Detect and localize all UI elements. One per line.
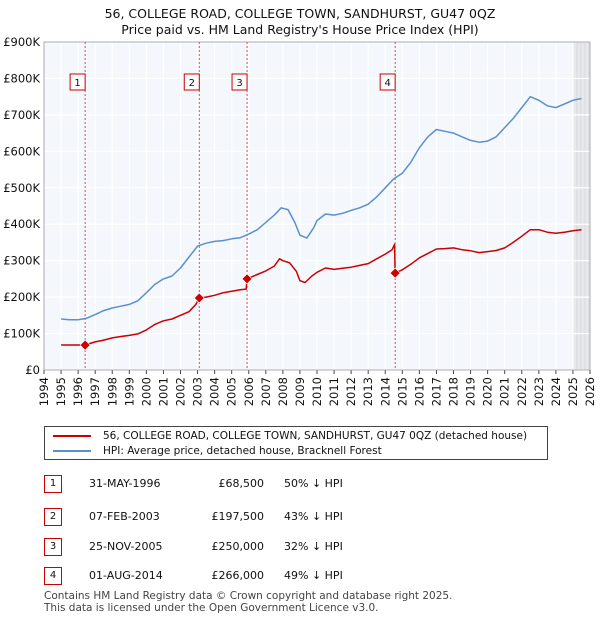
footer-copyright: Contains HM Land Registry data © Crown c… [44,590,453,602]
x-tick-label: 2012 [344,377,358,406]
x-tick-label: 1999 [122,377,136,406]
sale-price: £250,000 [211,540,265,553]
legend-line-hpi [53,450,91,452]
sale-date: 01-AUG-2014 [89,569,163,582]
x-tick-label: 2009 [293,377,307,406]
sale-badge [69,73,86,91]
x-tick-label: 1996 [71,377,85,406]
x-tick-label: 2013 [361,377,375,406]
legend-item-hpi: HPI: Average price, detached house, Brac… [53,444,382,458]
sale-badge: 2 [44,508,62,526]
sale-badge-label: 2 [189,78,195,89]
y-tick-label: £100K [3,327,40,341]
x-tick-label: 1994 [37,377,51,406]
x-tick-label: 1998 [105,377,119,406]
legend: 56, COLLEGE ROAD, COLLEGE TOWN, SANDHURS… [44,426,548,460]
sale-badge: 1 [44,475,62,493]
x-tick-label: 1997 [88,377,102,406]
sale-point [79,339,91,351]
x-tick-label: 2004 [208,377,222,406]
x-tick-label: 2014 [378,377,392,406]
x-tick-label: 2010 [310,377,324,406]
y-tick-label: £900K [3,35,40,49]
plot-frame [43,41,591,371]
x-tick-label: 2003 [191,377,205,406]
sale-badge: 3 [44,538,62,556]
x-tick-label: 2025 [566,377,580,406]
x-tick-label: 2015 [395,377,409,406]
chart-subtitle: Price paid vs. HM Land Registry's House … [121,22,479,37]
y-tick-label: £800K [3,71,40,85]
sale-badge [183,73,200,91]
x-tick-label: 2016 [412,377,426,406]
y-tick-label: £200K [3,290,40,304]
x-tick-label: 2020 [481,377,495,406]
x-tick-label: 2007 [259,377,273,406]
forecast-region [572,42,590,370]
y-tick-label: £600K [3,144,40,158]
series-line [61,95,582,321]
y-tick-label: £400K [3,217,40,231]
sale-point [193,292,205,304]
price-chart: £0 £100K £200K £300K £400K £500K £600K £700K £80… [3,35,597,406]
y-tick-label: £0 [25,363,40,377]
x-tick-label: 2026 [583,377,597,406]
sale-badge: 4 [44,567,62,585]
x-tick-label: 2022 [515,377,529,406]
x-tick-label: 2023 [532,377,546,406]
sale-price: £197,500 [211,510,265,523]
legend-label-hpi: HPI: Average price, detached house, Brac… [103,445,382,457]
y-tick-label: £300K [3,254,40,268]
legend-label-property: 56, COLLEGE ROAD, COLLEGE TOWN, SANDHURS… [103,430,528,442]
chart-title: 56, COLLEGE ROAD, COLLEGE TOWN, SANDHURS… [104,6,496,21]
x-tick-label: 2021 [498,377,512,406]
legend-item-property: 56, COLLEGE ROAD, COLLEGE TOWN, SANDHURS… [53,429,527,443]
sale-hpi-note: 50% ↓ HPI [284,477,343,490]
sale-price: £68,500 [218,477,265,490]
series-line [61,228,582,346]
x-tick-label: 2000 [139,377,153,406]
sale-badge [231,73,248,91]
sale-date: 07-FEB-2003 [89,510,160,523]
sale-point [389,267,401,279]
sale-price: £266,000 [211,569,265,582]
sale-hpi-note: 49% ↓ HPI [284,569,343,582]
sale-date: 25-NOV-2005 [89,540,163,553]
sale-hpi-note: 32% ↓ HPI [284,540,343,553]
x-tick-label: 2006 [242,377,256,406]
sale-hpi-note: 43% ↓ HPI [284,510,343,523]
sale-badge-label: 1 [74,78,80,89]
x-tick-label: 2002 [174,377,188,406]
x-tick-label: 2008 [276,377,290,406]
x-tick-label: 2011 [327,377,341,406]
x-tick-label: 2005 [225,377,239,406]
sale-badge [379,73,396,91]
x-tick-label: 2017 [429,377,443,406]
y-tick-label: £700K [3,108,40,122]
sale-point [241,273,253,285]
x-tick-label: 1995 [54,377,68,406]
x-tick-label: 2019 [464,377,478,406]
x-tick-label: 2024 [549,377,563,406]
y-tick-label: £500K [3,181,40,195]
legend-line-property [53,435,91,437]
x-tick-label: 2001 [156,377,170,406]
sale-badge-label: 4 [384,78,390,89]
sale-date: 31-MAY-1996 [89,477,161,490]
sale-badge-label: 3 [236,78,242,89]
footer-license: This data is licensed under the Open Gov… [44,602,379,614]
x-tick-label: 2018 [447,377,461,406]
